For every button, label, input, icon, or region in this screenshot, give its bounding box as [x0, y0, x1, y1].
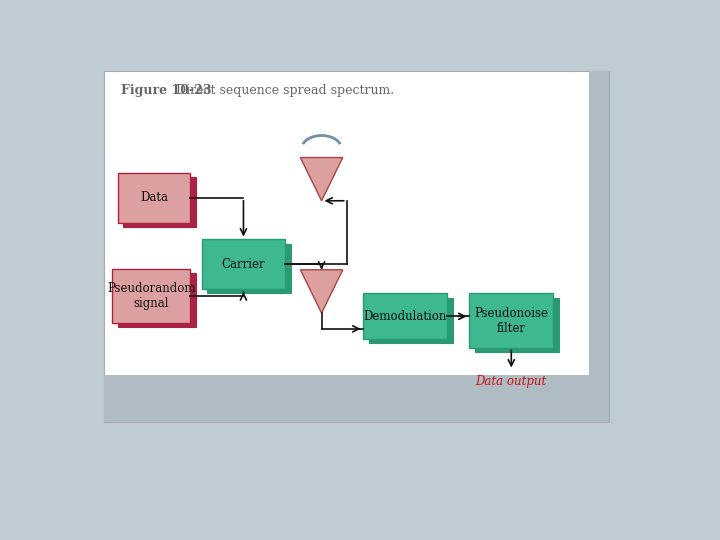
FancyBboxPatch shape — [118, 273, 196, 327]
FancyBboxPatch shape — [104, 375, 609, 422]
FancyBboxPatch shape — [364, 294, 447, 339]
FancyBboxPatch shape — [202, 239, 285, 289]
Polygon shape — [300, 158, 343, 201]
FancyBboxPatch shape — [590, 71, 609, 422]
Text: Demodulation: Demodulation — [364, 310, 447, 323]
Text: Carrier: Carrier — [222, 258, 265, 271]
FancyBboxPatch shape — [475, 298, 559, 352]
FancyBboxPatch shape — [118, 173, 190, 223]
Polygon shape — [300, 270, 343, 313]
FancyBboxPatch shape — [104, 71, 609, 422]
Text: Pseudonoise
filter: Pseudonoise filter — [474, 307, 549, 334]
FancyBboxPatch shape — [124, 177, 196, 227]
Text: Figure 10-23: Figure 10-23 — [121, 84, 211, 97]
FancyBboxPatch shape — [469, 294, 553, 348]
FancyBboxPatch shape — [207, 244, 291, 294]
Text: Data: Data — [140, 191, 168, 204]
FancyBboxPatch shape — [112, 268, 190, 322]
Text: Direct sequence spread spectrum.: Direct sequence spread spectrum. — [168, 84, 395, 97]
Text: Data output: Data output — [476, 375, 547, 388]
FancyBboxPatch shape — [369, 298, 453, 343]
Text: Pseudorandom
signal: Pseudorandom signal — [107, 281, 196, 309]
